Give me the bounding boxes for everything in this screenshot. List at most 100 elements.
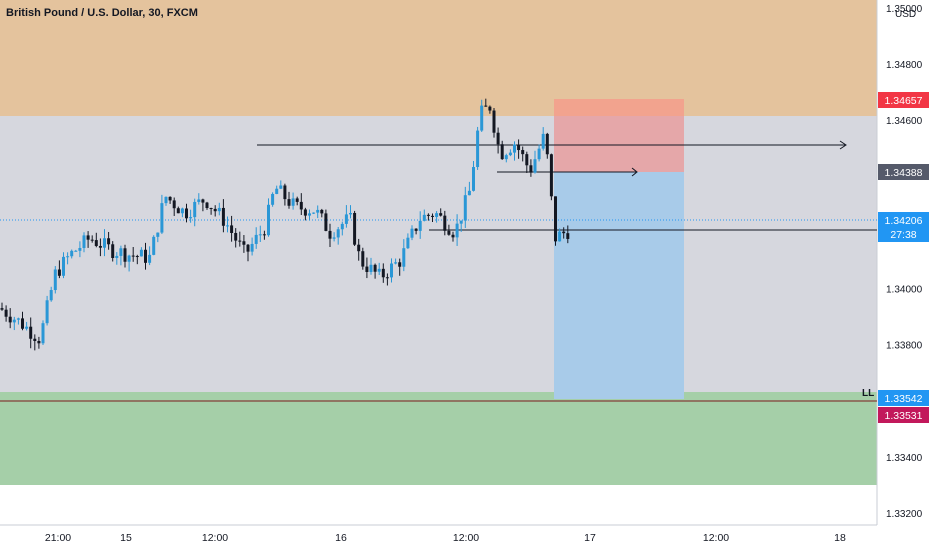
candle-body xyxy=(226,225,229,227)
candle-body xyxy=(455,223,459,238)
candle-body xyxy=(221,207,225,226)
candle-body xyxy=(213,208,217,212)
candle-body xyxy=(37,340,41,344)
candle-body xyxy=(0,308,4,310)
resistance-arrow-icon xyxy=(839,140,847,150)
price-label-current[interactable] xyxy=(878,212,929,228)
stop-loss-box-lower xyxy=(554,116,684,172)
candle-body xyxy=(295,198,299,202)
candle-body xyxy=(463,195,467,221)
candle-body xyxy=(377,268,381,272)
candle-body xyxy=(262,234,266,236)
candle-body xyxy=(373,264,377,272)
candle-body xyxy=(340,223,344,230)
candle-body xyxy=(74,250,78,252)
candle-body xyxy=(144,249,147,263)
candle-body xyxy=(25,326,29,329)
range-zone xyxy=(0,116,877,392)
candle-body xyxy=(267,204,270,236)
candle-body xyxy=(66,256,70,258)
candle-body xyxy=(476,130,480,168)
candle-body xyxy=(127,255,131,262)
candle-body xyxy=(254,234,258,244)
candle-body xyxy=(33,338,37,341)
price-label-ll-line[interactable] xyxy=(878,390,929,406)
candle-body xyxy=(521,150,525,155)
demand-zone xyxy=(0,392,877,485)
price-tick-label: 1.34800 xyxy=(886,60,923,71)
price-tick-label: 1.33200 xyxy=(886,509,923,520)
candle-body xyxy=(250,243,254,252)
candle-body xyxy=(131,255,135,257)
candle-body xyxy=(435,213,439,217)
candle-body xyxy=(217,207,221,212)
candle-body xyxy=(4,309,8,317)
candle-body xyxy=(185,208,188,219)
candle-body xyxy=(517,144,521,151)
candle-body xyxy=(193,201,197,218)
candle-body xyxy=(451,234,455,238)
time-tick-label: 12:00 xyxy=(453,532,479,544)
candle-body xyxy=(545,133,549,155)
candle-body xyxy=(62,256,65,276)
candle-body xyxy=(176,208,180,214)
candle-body xyxy=(484,105,488,107)
time-tick-label: 12:00 xyxy=(202,532,228,544)
candle-body xyxy=(180,208,184,214)
price-tick-label: 1.33800 xyxy=(886,341,923,352)
candle-body xyxy=(156,232,160,237)
supply-zone xyxy=(0,0,877,116)
candle-body xyxy=(533,159,537,173)
candle-body xyxy=(394,262,398,264)
candle-body xyxy=(492,110,496,133)
candle-body xyxy=(299,201,303,210)
price-label-upper[interactable] xyxy=(878,92,929,108)
candle-body xyxy=(369,264,373,272)
price-tick-label: 1.33400 xyxy=(886,453,923,464)
candle-body xyxy=(418,220,422,231)
candle-body xyxy=(148,254,152,263)
ll-tag: LL xyxy=(862,388,874,399)
candle-body xyxy=(361,251,365,267)
candle-body xyxy=(332,237,336,239)
price-label-text: 1.34657 xyxy=(885,95,923,107)
candle-body xyxy=(508,152,512,156)
candle-body xyxy=(406,237,410,249)
candle-body xyxy=(86,235,90,240)
candle-body xyxy=(488,106,492,111)
candle-body xyxy=(558,231,562,242)
candle-body xyxy=(385,277,389,279)
price-label-target[interactable] xyxy=(878,164,929,180)
candle-body xyxy=(103,238,106,248)
candle-body xyxy=(312,212,316,214)
candle-body xyxy=(398,262,402,267)
candle-body xyxy=(78,247,82,251)
candle-body xyxy=(98,245,102,248)
candle-body xyxy=(258,234,262,236)
candle-body xyxy=(324,213,328,231)
time-tick-label: 15 xyxy=(120,532,132,544)
candle-body xyxy=(242,241,246,245)
candle-body xyxy=(107,238,111,245)
take-profit-box[interactable] xyxy=(554,172,684,399)
candle-body xyxy=(139,249,143,257)
candle-body xyxy=(410,228,414,238)
candle-body xyxy=(504,155,508,160)
currency-label: USD xyxy=(895,9,916,20)
candle-body xyxy=(320,209,324,214)
candle-body xyxy=(189,217,193,219)
candle-body xyxy=(164,196,168,204)
price-label-lower[interactable] xyxy=(878,407,929,423)
target-arrow-icon xyxy=(631,167,638,177)
price-label-countdown[interactable] xyxy=(878,226,929,242)
candle-body xyxy=(344,214,348,224)
candle-body xyxy=(287,199,291,206)
time-tick-label: 12:00 xyxy=(703,532,729,544)
candle-body xyxy=(160,203,164,233)
symbol-title: British Pound / U.S. Dollar, 30, FXCM xyxy=(6,7,198,19)
candle-body xyxy=(402,248,406,267)
candle-body xyxy=(422,214,426,221)
candle-body xyxy=(209,208,213,210)
